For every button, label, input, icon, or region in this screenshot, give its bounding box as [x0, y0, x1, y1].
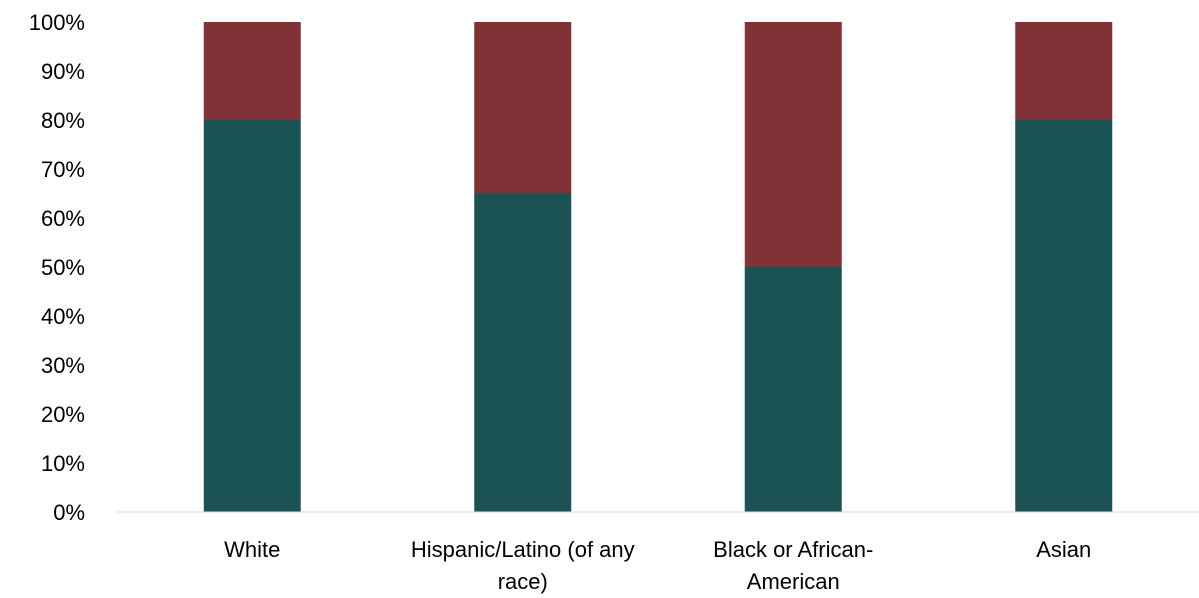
x-category-label: White: [224, 537, 280, 562]
bar-segment-series-1: [474, 193, 572, 512]
y-tick-label: 20%: [41, 402, 85, 427]
x-category-label-line: Black or African-: [713, 537, 873, 562]
x-category-label-line: White: [224, 537, 280, 562]
bar-segment-series-1: [203, 120, 301, 512]
x-axis-labels: White Hispanic/Latino (of any race) Black o…: [224, 537, 1091, 594]
x-category-label-line: Hispanic/Latino (of any: [411, 537, 635, 562]
bar-segment-series-1: [744, 267, 842, 512]
y-tick-label: 0%: [53, 500, 85, 525]
x-category-label-line: American: [747, 569, 840, 594]
bar-segment-series-2: [744, 22, 842, 267]
bar-segment-series-2: [1015, 22, 1113, 120]
bar-segment-series-2: [474, 22, 572, 194]
y-tick-label: 60%: [41, 206, 85, 231]
y-tick-label: 30%: [41, 353, 85, 378]
y-tick-label: 40%: [41, 304, 85, 329]
y-axis: 0% 10% 20% 30% 40% 50% 60% 70% 80% 90% 100%: [29, 10, 85, 525]
x-category-label-line: Asian: [1036, 537, 1091, 562]
bar-segment-series-1: [1015, 120, 1113, 512]
y-tick-label: 90%: [41, 59, 85, 84]
bars-group: [203, 22, 1113, 512]
x-category-label-line: race): [498, 569, 548, 594]
bar-segment-series-2: [203, 22, 301, 120]
y-tick-label: 10%: [41, 451, 85, 476]
x-category-label: Black or African- American: [713, 537, 873, 594]
y-tick-label: 50%: [41, 255, 85, 280]
y-tick-label: 70%: [41, 157, 85, 182]
y-tick-label: 80%: [41, 108, 85, 133]
x-category-label: Hispanic/Latino (of any race): [411, 537, 635, 594]
y-tick-label: 100%: [29, 10, 85, 35]
x-category-label: Asian: [1036, 537, 1091, 562]
